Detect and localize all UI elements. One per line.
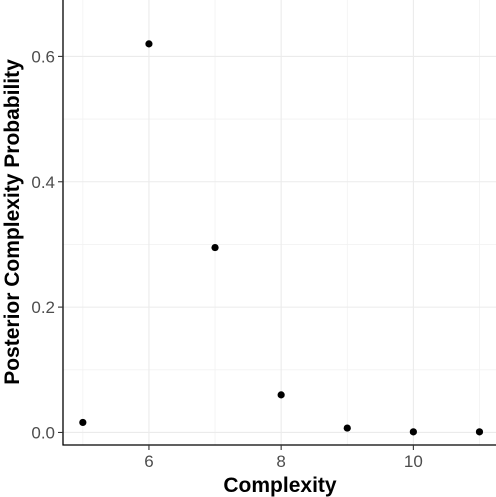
y-tick-label: 0.4 (31, 173, 55, 192)
grid-major (63, 0, 496, 445)
axes (62, 0, 496, 446)
ticks: 6 8 10 0.0 0.2 0.4 0.6 (31, 47, 422, 471)
data-point (145, 40, 153, 48)
data-point (409, 428, 417, 436)
y-tick-label: 0.6 (31, 47, 55, 66)
x-tick-label: 8 (276, 452, 285, 471)
y-axis-title: Posterior Complexity Probability (1, 59, 24, 385)
data-point (343, 424, 351, 432)
data-point (79, 418, 87, 427)
x-tick-label: 6 (144, 452, 153, 471)
data-points (79, 40, 484, 436)
y-tick-label: 0.2 (31, 298, 55, 317)
y-tick-label: 0.0 (31, 423, 55, 442)
data-point (211, 243, 219, 252)
x-axis-title: Complexity (223, 474, 337, 497)
data-point (475, 428, 484, 436)
data-point (277, 391, 285, 399)
panel-background (63, 0, 496, 445)
grid-minor (63, 0, 496, 445)
x-tick-label: 10 (404, 452, 423, 471)
